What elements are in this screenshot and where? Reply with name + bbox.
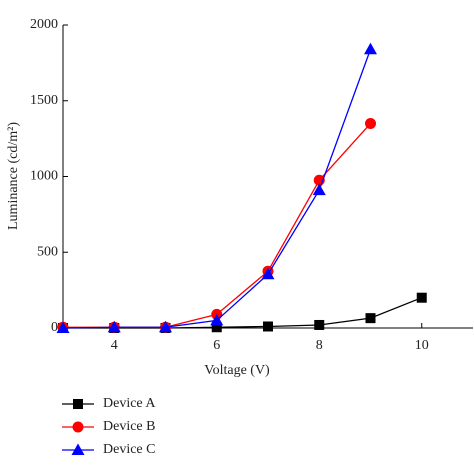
marker xyxy=(365,117,376,129)
x-tick-label: 10 xyxy=(415,338,429,353)
series-line xyxy=(63,123,371,328)
marker xyxy=(159,320,172,333)
y-tick-label: 2000 xyxy=(30,17,58,32)
marker xyxy=(56,321,70,333)
marker xyxy=(107,320,121,333)
legend-marker xyxy=(71,443,85,455)
y-tick-label: 0 xyxy=(51,320,58,335)
marker xyxy=(365,313,376,324)
marker xyxy=(364,42,377,55)
legend-label: Device A xyxy=(103,396,156,411)
y-tick-label: 500 xyxy=(37,244,58,259)
x-axis-label: Voltage (V) xyxy=(204,363,270,378)
legend-label: Device B xyxy=(103,419,155,434)
marker xyxy=(261,267,275,280)
y-tick-label: 1000 xyxy=(30,169,58,184)
marker xyxy=(416,292,427,303)
legend-marker xyxy=(72,421,84,433)
series-line xyxy=(63,297,422,329)
x-tick-label: 6 xyxy=(213,338,220,353)
x-tick-label: 4 xyxy=(111,338,118,353)
x-tick-label: 8 xyxy=(316,338,323,353)
legend-label: Device C xyxy=(103,442,155,457)
y-tick-label: 1500 xyxy=(30,93,58,108)
marker xyxy=(314,319,325,330)
series-line xyxy=(62,49,372,329)
marker xyxy=(211,322,222,333)
marker xyxy=(210,313,224,326)
marker xyxy=(312,183,326,196)
marker xyxy=(263,321,273,332)
y-axis-label: Luminance (cd/m²) xyxy=(6,122,21,230)
legend-marker xyxy=(73,399,83,409)
